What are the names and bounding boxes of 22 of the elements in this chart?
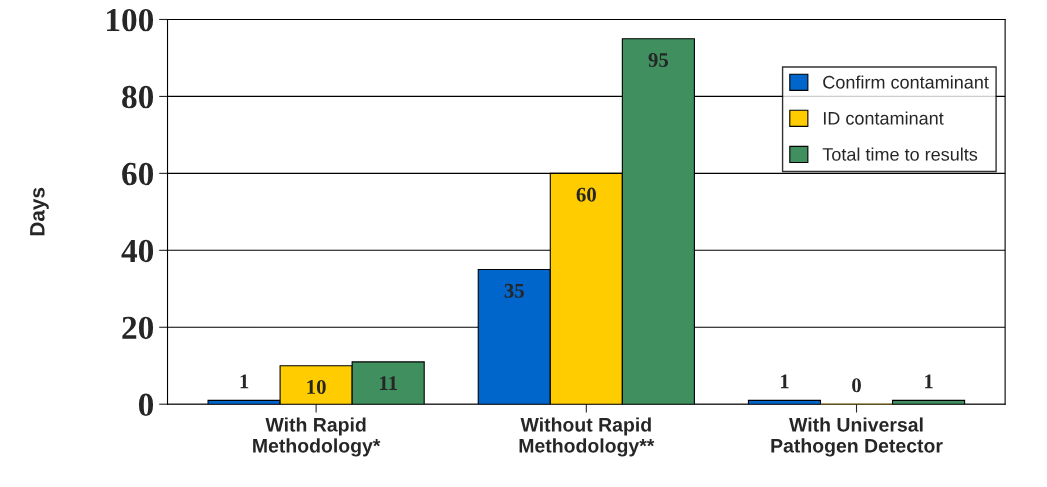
- legend-label: Total time to results: [822, 147, 978, 161]
- data-label: 1: [925, 374, 933, 389]
- x-tick-label: Without Rapid Methodology**: [519, 417, 655, 457]
- y-axis-title: Days: [30, 187, 49, 236]
- data-label: 0: [852, 378, 861, 393]
- y-tick-label: 40: [121, 239, 154, 263]
- data-label: 11: [380, 376, 397, 390]
- y-tick-label: 100: [107, 8, 154, 32]
- legend-label: Confirm contaminant: [823, 75, 989, 89]
- data-label: 35: [504, 283, 524, 298]
- y-tick-label: 20: [122, 316, 154, 340]
- y-tick-label: 60: [122, 162, 154, 186]
- x-tick-label: With Universal Pathogen Detector: [771, 417, 943, 457]
- data-label: 95: [648, 53, 669, 68]
- data-label: 60: [576, 187, 596, 202]
- data-label: 10: [307, 379, 326, 395]
- x-tick-label: With Rapid Methodology*: [253, 417, 381, 457]
- legend-label: ID contaminant: [823, 111, 944, 125]
- y-tick-label: 80: [122, 85, 154, 109]
- y-tick-label: 0: [138, 393, 154, 417]
- data-label: 1: [240, 374, 249, 389]
- data-label: 1: [780, 374, 789, 389]
